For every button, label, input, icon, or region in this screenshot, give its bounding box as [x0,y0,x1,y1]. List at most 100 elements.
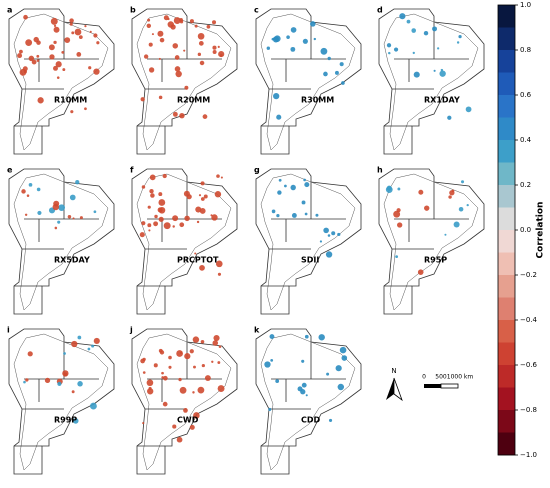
anomaly-patch [96,41,100,45]
anomaly-patch [456,41,460,44]
colorbar-tick-label: 1.0 [520,1,531,9]
map [255,8,362,155]
anomaly-patch [212,340,219,346]
anomaly-patch [158,206,166,214]
anomaly-patch [328,418,333,423]
anomaly-patch [315,213,319,217]
anomaly-patch [444,233,447,236]
colorbar-tick-label: −0.2 [520,271,537,279]
anomaly-patch [28,55,35,62]
anomaly-patch [192,391,195,394]
panel-letter: g [254,166,260,175]
anomaly-patch [72,418,79,424]
anomaly-patch [50,17,58,25]
anomaly-patch [395,255,399,259]
colorbar-bin [498,27,515,51]
anomaly-patch [183,190,190,197]
colorbar-tick-label: −1.0 [520,451,537,459]
anomaly-patch [78,35,83,39]
colorbar-bin [498,387,515,411]
map [8,8,115,155]
anomaly-patch [286,35,290,39]
anomaly-patch [301,200,306,205]
scale-label: 1000 km [447,374,474,381]
panel-label: CWD [177,416,199,425]
anomaly-patch [53,65,58,71]
anomaly-patch [451,189,455,193]
anomaly-patch [418,189,424,195]
anomaly-patch [24,213,28,216]
anomaly-patch [216,174,220,178]
anomaly-patch [36,187,41,192]
anomaly-patch [149,174,156,181]
anomaly-patch [178,377,182,382]
anomaly-patch [49,54,55,60]
panel-letter: c [254,6,259,15]
panel-label: R99P [54,416,77,425]
colorbar-bin [498,117,515,141]
panel-label: SDII [301,256,319,265]
colorbar-bin [498,140,515,163]
anomaly-patch [339,346,347,354]
map [131,328,238,475]
anomaly-patch [58,204,65,212]
anomaly-patch [212,49,217,54]
anomaly-patch [71,31,75,35]
anomaly-patch [189,19,194,24]
anomaly-patch [57,381,62,386]
anomaly-patch [388,51,391,55]
anomaly-patch [197,32,205,40]
anomaly-patch [172,424,177,429]
colorbar-bin [498,365,515,388]
anomaly-patch [327,234,331,237]
anomaly-patch [269,334,275,340]
anomaly-patch [432,26,438,32]
anomaly-patch [142,422,145,425]
map-panel: e RX5DAY [7,166,115,315]
anomaly-patch [305,394,308,397]
anomaly-patch [150,193,155,198]
anomaly-patch [266,46,271,50]
colorbar-tick-label: −0.6 [520,361,538,369]
anomaly-patch [198,194,202,197]
anomaly-patch [302,38,308,44]
panel-label: R20MM [177,96,210,105]
map-panel: g SDII [254,166,362,315]
anomaly-patch [393,47,399,52]
anomaly-patch [335,365,342,372]
anomaly-patch [143,54,149,59]
anomaly-patch [183,49,186,52]
map-panel: f PRCPTOT [130,166,238,315]
anomaly-patch [393,210,401,218]
anomaly-patch [218,345,222,348]
anomaly-patch [176,436,183,443]
anomaly-patch [291,213,297,218]
anomaly-patch [323,71,328,77]
anomaly-patch [323,227,329,234]
anomaly-patch [158,95,163,100]
anomaly-patch [54,226,58,230]
anomaly-patch [184,85,189,90]
anomaly-patch [199,265,205,271]
anomaly-patch [53,26,60,33]
panel-letter: j [129,326,133,335]
anomaly-patch [33,36,39,43]
panel-label: R95P [424,256,447,265]
anomaly-patch [61,50,65,54]
anomaly-patch [174,66,181,72]
anomaly-patch [433,69,436,72]
colorbar-bin [498,342,515,366]
anomaly-patch [331,231,336,236]
panels: a R10MM b R20MM c R30MM d RX1DAY e RX5DAY f PRCPTOT… [7,6,485,475]
anomaly-patch [90,402,97,410]
panel-label: RX5DAY [54,256,90,265]
map-panel: d RX1DAY [377,6,485,155]
map-panel: j CWD [129,326,238,475]
anomaly-patch [167,17,170,21]
anomaly-patch [211,214,218,221]
colorbar-bin [498,252,515,276]
anomaly-patch [163,375,168,381]
anomaly-patch [325,251,333,258]
anomaly-patch [63,352,66,355]
